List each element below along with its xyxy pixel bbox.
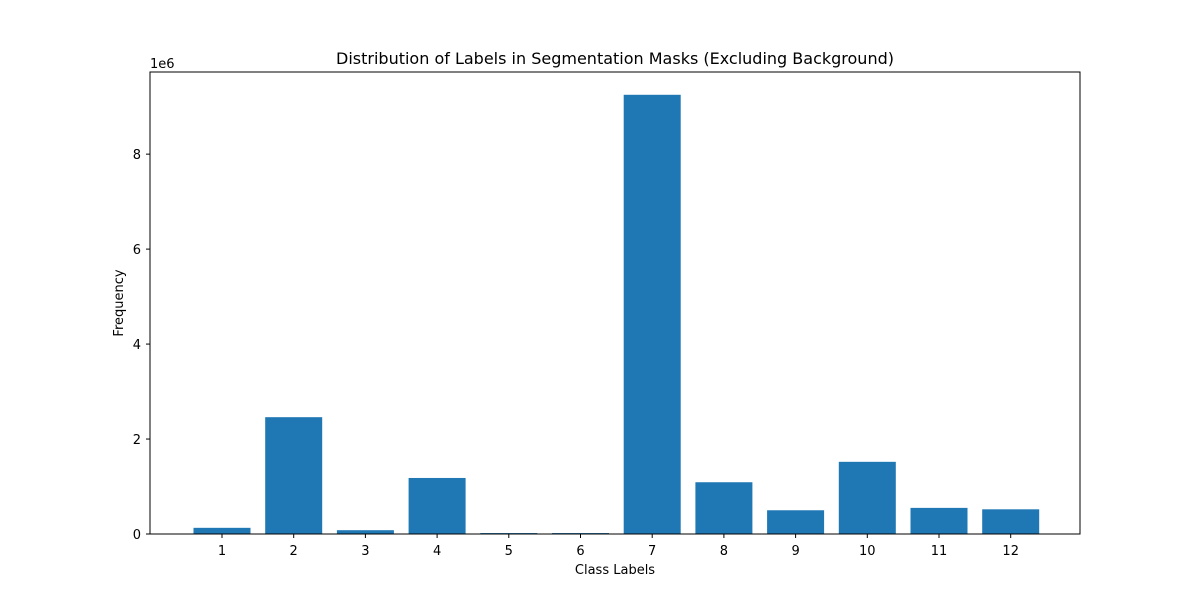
bars-group — [193, 94, 1040, 534]
x-tick-label-9: 9 — [791, 544, 799, 559]
x-tick-label-10: 10 — [859, 544, 876, 559]
y-tick-label-0: 0 — [133, 528, 141, 543]
bar-class-7 — [623, 94, 681, 534]
x-ticks-group: 1 2 3 4 5 6 7 8 9 10 11 12 — [218, 534, 1019, 559]
x-tick-label-11: 11 — [931, 544, 948, 559]
x-tick-label-4: 4 — [433, 544, 441, 559]
y-axis-label: Frequency — [112, 269, 127, 336]
y-tick-label-3: 6 — [133, 243, 141, 258]
plot-frame — [149, 71, 1081, 535]
bar-class-9 — [767, 510, 825, 534]
x-tick-label-8: 8 — [720, 544, 728, 559]
x-tick-label-7: 7 — [648, 544, 656, 559]
bar-class-11 — [910, 507, 968, 534]
x-axis-label: Class Labels — [575, 563, 655, 578]
y-scale-multiplier: 1e6 — [150, 57, 175, 72]
bar-class-1 — [193, 527, 251, 534]
y-tick-label-2: 4 — [133, 338, 141, 353]
bar-class-2 — [265, 417, 323, 534]
bar-class-3 — [336, 530, 394, 534]
y-tick-label-4: 8 — [133, 148, 141, 163]
y-tick-label-1: 2 — [133, 433, 141, 448]
y-ticks-group: 0 2 4 6 8 — [133, 148, 150, 543]
x-tick-label-5: 5 — [505, 544, 513, 559]
chart-title: Distribution of Labels in Segmentation M… — [336, 49, 894, 68]
x-tick-label-6: 6 — [576, 544, 584, 559]
x-tick-label-1: 1 — [218, 544, 226, 559]
bar-class-12 — [982, 509, 1040, 534]
x-tick-label-12: 12 — [1002, 544, 1019, 559]
bar-class-10 — [838, 461, 896, 534]
x-tick-label-3: 3 — [361, 544, 369, 559]
bar-class-4 — [408, 477, 466, 534]
x-tick-label-2: 2 — [290, 544, 298, 559]
bar-class-8 — [695, 482, 753, 534]
